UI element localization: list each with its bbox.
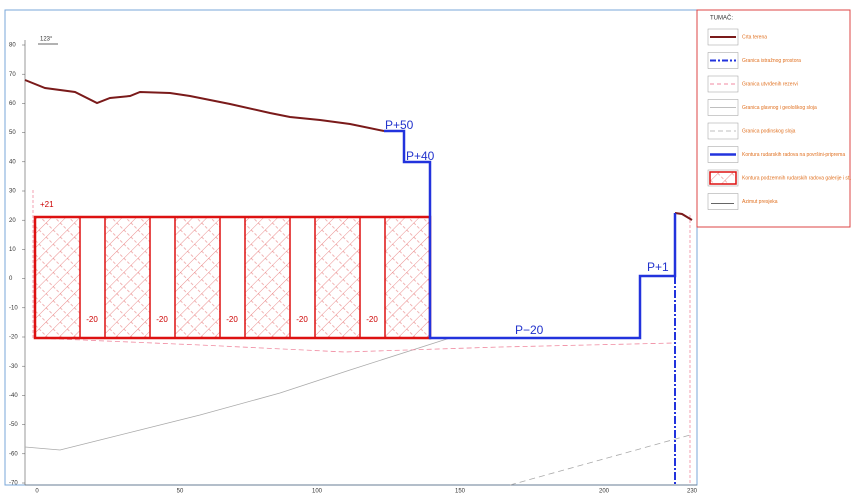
- legend-label: Granica podinskog sloja: [742, 128, 796, 134]
- legend-label: Granica glavnog i geološkog sloja: [742, 105, 817, 111]
- x-tick-label: 150: [455, 489, 466, 495]
- legend-symbol-box: [707, 122, 739, 140]
- legend-box: [696, 9, 851, 228]
- pillar-level: -20: [366, 315, 378, 324]
- x-tick-label: 0: [35, 489, 39, 495]
- y-tick-label: -40: [9, 393, 18, 399]
- pillar-level: -20: [156, 315, 168, 324]
- legend-label: Kontura podzemnih rudarskih radova galer…: [742, 175, 851, 181]
- reserves-boundary: [34, 337, 676, 353]
- y-tick-label: 50: [9, 130, 16, 136]
- legend-label: Crta terena: [742, 34, 767, 40]
- y-tick-label: -20: [9, 335, 18, 341]
- y-tick-label: 20: [9, 218, 16, 224]
- pillar-level: -20: [86, 315, 98, 324]
- y-tick-label: 30: [9, 189, 16, 195]
- legend-symbol-box: [707, 169, 739, 187]
- pillar: [175, 217, 220, 338]
- legend-symbol-box: [707, 28, 739, 46]
- legend-symbol-box: [707, 75, 739, 93]
- pillar-level: -20: [226, 315, 238, 324]
- work-label: P−20: [515, 323, 544, 337]
- main-layer-boundary: [24, 337, 451, 451]
- y-tick-label: 10: [9, 247, 16, 253]
- legend-label: Kontura rudarskih radova na površini-pri…: [742, 152, 845, 158]
- legend-symbol-box: [707, 99, 739, 116]
- y-tick-label: 70: [9, 72, 16, 78]
- y-tick-label: -70: [9, 481, 18, 487]
- legend-label: Granica utvrđenih rezervi: [742, 81, 798, 87]
- terrain: [24, 79, 385, 132]
- pillar: [245, 217, 290, 338]
- y-tick-label: -60: [9, 451, 18, 457]
- y-tick-label: -50: [9, 422, 18, 428]
- top-level: +21: [40, 200, 54, 209]
- work-label: P+50: [385, 118, 414, 132]
- legend-title: TUMAČ:: [710, 15, 733, 22]
- x-tick-label: 230: [687, 489, 698, 495]
- floor-layer-boundary: [509, 434, 691, 486]
- legend-hatch: [709, 171, 737, 185]
- legend-symbol-box: [707, 146, 739, 163]
- pillar: [35, 217, 80, 338]
- y-tick-label: -10: [9, 305, 18, 311]
- legend-symbol-box: [707, 52, 739, 69]
- surface-contour: [384, 129, 677, 340]
- pillar-level: -20: [296, 315, 308, 324]
- y-tick-label: -30: [9, 364, 18, 370]
- legend-symbol-box: [707, 193, 739, 210]
- y-tick-label: 0: [9, 276, 13, 282]
- y-tick-label: 60: [9, 101, 16, 107]
- pillar: [105, 217, 150, 338]
- x-tick-label: 100: [312, 489, 323, 495]
- legend-label: Granica istražnog prostora: [742, 58, 801, 64]
- pillar: [315, 217, 360, 338]
- y-tick-label: 80: [9, 43, 16, 49]
- pillar: [385, 217, 430, 338]
- x-tick-label: 200: [599, 489, 610, 495]
- legend-label: Azimut presjeka: [742, 199, 778, 205]
- terrain: [674, 212, 693, 221]
- x-tick-label: 50: [177, 489, 184, 495]
- work-label: P+1: [647, 260, 669, 274]
- work-label: P+40: [406, 149, 435, 163]
- azimuth: 123°: [40, 37, 53, 43]
- y-tick-label: 40: [9, 159, 16, 165]
